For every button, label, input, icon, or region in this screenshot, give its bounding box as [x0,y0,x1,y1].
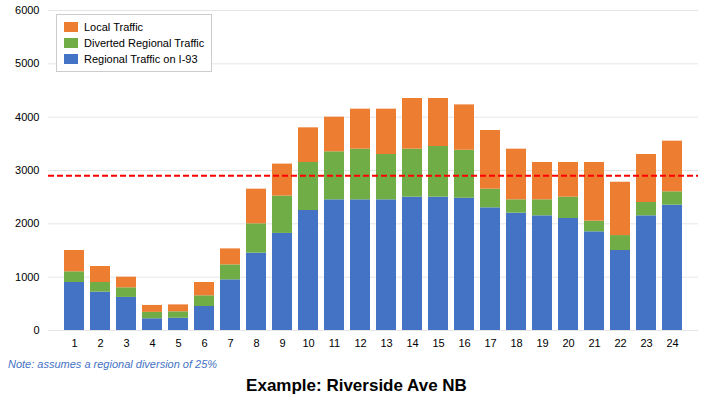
svg-text:11: 11 [329,337,340,349]
svg-text:10: 10 [302,337,314,349]
svg-text:2: 2 [97,337,103,349]
svg-text:9: 9 [279,337,285,349]
svg-text:6000: 6000 [15,4,39,16]
svg-text:4: 4 [149,337,155,349]
svg-text:18: 18 [510,337,522,349]
svg-text:7: 7 [227,337,233,349]
html-text:Diverted Regional Traffic: Diverted Regional Traffic [84,37,205,49]
svg-text:3: 3 [123,337,129,349]
svg-text:6: 6 [201,337,207,349]
svg-text:13: 13 [380,337,392,349]
svg-text:22: 22 [614,337,626,349]
svg-text:5: 5 [175,337,181,349]
svg-text:19: 19 [536,337,548,349]
svg-text:21: 21 [588,337,600,349]
svg-text:0: 0 [33,324,39,336]
svg-text:8: 8 [253,337,259,349]
svg-text:5000: 5000 [15,57,39,69]
svg-text:20: 20 [562,337,574,349]
svg-text:2000: 2000 [15,217,39,229]
html-text:Local Traffic: Local Traffic [84,21,144,33]
svg-text:14: 14 [406,337,418,349]
svg-text:24: 24 [666,337,678,349]
svg-text:12: 12 [354,337,366,349]
svg-text:16: 16 [458,337,470,349]
html-text:Example: Riverside Ave NB: Example: Riverside Ave NB [246,376,467,395]
html-text:Note: assumes a regional diver: Note: assumes a regional diversion of 25… [8,358,218,370]
html-text:Regional Traffic on I-93: Regional Traffic on I-93 [84,53,198,65]
svg-text:4000: 4000 [15,111,39,123]
svg-text:17: 17 [484,337,496,349]
svg-text:23: 23 [640,337,652,349]
svg-text:1: 1 [71,337,77,349]
svg-text:1000: 1000 [15,271,39,283]
svg-text:15: 15 [432,337,444,349]
svg-text:3000: 3000 [15,164,39,176]
